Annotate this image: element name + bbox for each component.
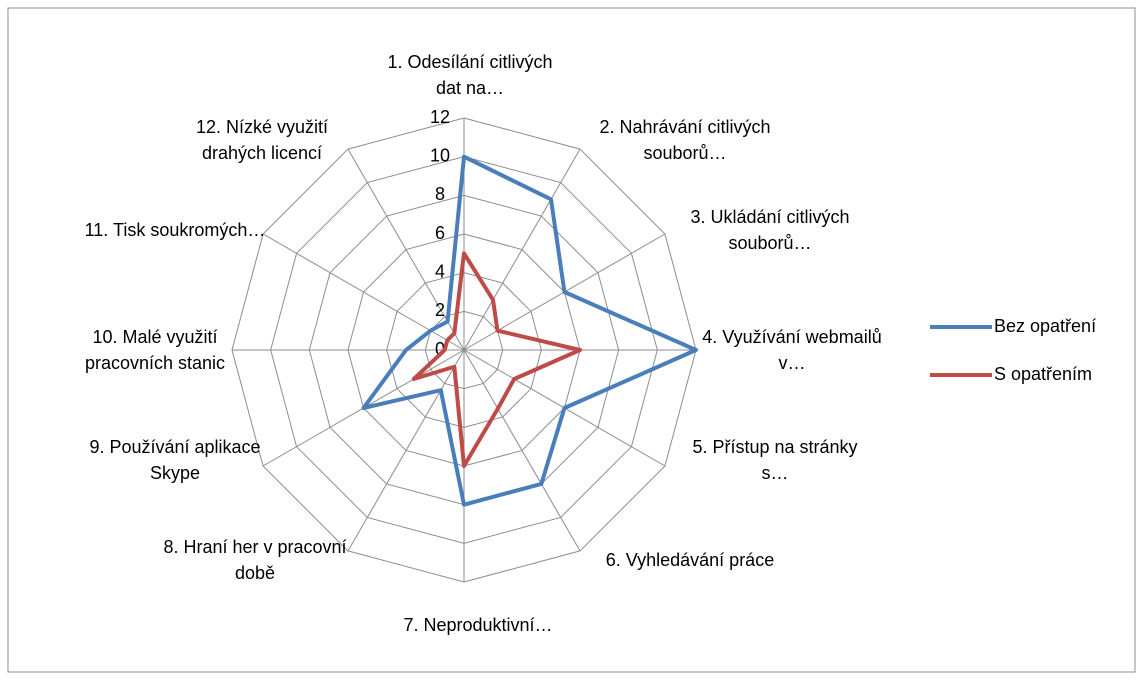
category-label: 3. Ukládání citlivých souborů… [690,207,850,253]
r-tick-label: 4 [435,261,445,281]
series-line [411,251,582,468]
category-label: 6. Vyhledávání práce [605,550,775,570]
category-label: 10. Malé využití pracovních stanic [84,327,226,373]
series-line [361,154,698,507]
category-label: 9. Používání aplikace Skype [89,437,261,483]
legend-label: Bez opatření [994,316,1096,336]
legend-label: S opatřením [994,364,1092,384]
r-tick-label: 12 [430,107,450,127]
spoke [347,148,465,351]
category-label: 12. Nízké využití drahých licencí [195,117,329,163]
spoke [262,233,465,351]
category-label: 4. Využívání webmailů v… [702,327,882,373]
spoke [463,148,581,351]
category-label: 1. Odesílání citlivých dat na… [387,52,553,98]
r-tick-label: 2 [435,300,445,320]
r-tick-label: 10 [430,145,450,165]
category-label: 7. Neproduktivní… [403,615,553,635]
r-tick-label: 8 [435,184,445,204]
category-label: 2. Nahrávání citlivých souborů… [599,117,771,163]
chart-border [7,7,1136,673]
category-label: 5. Přístup na stránky s… [692,437,858,483]
category-label: 11. Tisk soukromých… [84,220,266,240]
r-tick-label: 6 [435,223,445,243]
spoke [347,349,465,552]
r-tick-label: 0 [435,339,445,359]
spoke [463,349,581,552]
category-label: 8. Hraní her v pracovní době [163,537,347,583]
